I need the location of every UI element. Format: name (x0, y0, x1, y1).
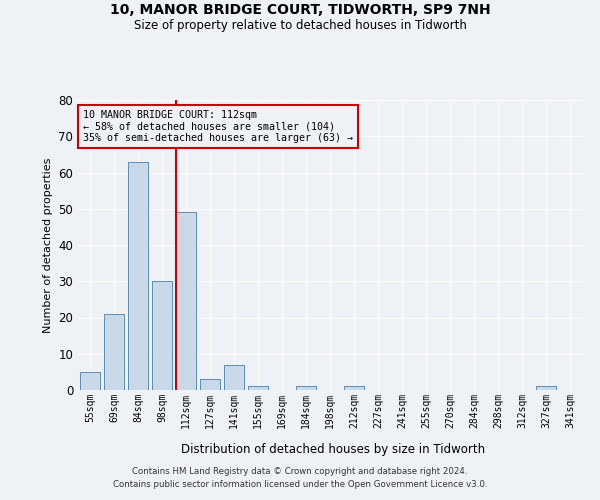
Y-axis label: Number of detached properties: Number of detached properties (43, 158, 53, 332)
Bar (152, 281, 172, 390)
Text: Contains HM Land Registry data © Crown copyright and database right 2024.: Contains HM Land Registry data © Crown c… (132, 468, 468, 476)
Text: 10, MANOR BRIDGE COURT, TIDWORTH, SP9 7NH: 10, MANOR BRIDGE COURT, TIDWORTH, SP9 7N… (110, 2, 490, 16)
Bar (536, 386, 556, 390)
Bar (224, 364, 244, 390)
Bar (296, 386, 316, 390)
Bar (128, 162, 148, 390)
Bar (176, 212, 196, 390)
Bar (344, 386, 364, 390)
Bar (80, 372, 100, 390)
Text: Distribution of detached houses by size in Tidworth: Distribution of detached houses by size … (181, 442, 485, 456)
Bar (200, 379, 220, 390)
Text: 10 MANOR BRIDGE COURT: 112sqm
← 58% of detached houses are smaller (104)
35% of : 10 MANOR BRIDGE COURT: 112sqm ← 58% of d… (83, 110, 353, 144)
Bar (248, 386, 268, 390)
Bar (104, 314, 124, 390)
Text: Size of property relative to detached houses in Tidworth: Size of property relative to detached ho… (134, 19, 466, 32)
Text: Contains public sector information licensed under the Open Government Licence v3: Contains public sector information licen… (113, 480, 487, 489)
